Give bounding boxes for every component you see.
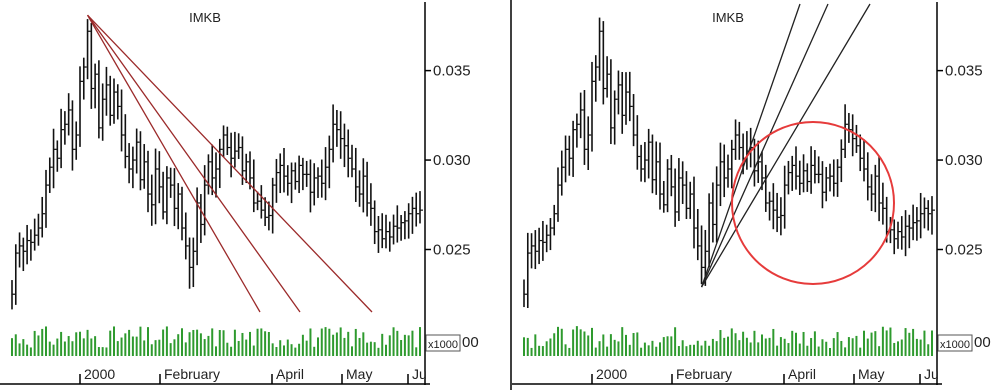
fan-trendline (700, 3, 801, 288)
y-tick-label: 0.030 (433, 152, 471, 169)
left-chart-panel: IMKB 0.035 0.030 0.025 2000 February April Ma… (0, 2, 479, 385)
x-tick-label: April (788, 366, 816, 382)
fan-trendline (86, 14, 261, 313)
chart-title-right: IMKB (712, 10, 744, 25)
y-tick-label: 0.030 (945, 152, 983, 169)
y-tick-label: 0.025 (433, 242, 471, 259)
volume-scale-box-left (425, 334, 461, 352)
highlight-circle (731, 121, 895, 285)
x-tick-label: May (858, 366, 884, 382)
volume-tick-right: 00 (974, 334, 991, 351)
fan-trendline (87, 14, 301, 313)
x-tick-label: 2000 (596, 366, 627, 382)
y-tick-label: 0.025 (945, 242, 983, 259)
x-tick-label: Ju (412, 366, 427, 382)
x-tick-label: 2000 (84, 366, 115, 382)
x-tick-label: April (276, 366, 304, 382)
fan-trendline (700, 3, 871, 288)
volume-scale-label-right: x1000 (940, 339, 970, 351)
x-tick-label: February (164, 366, 220, 382)
y-tick-label: 0.035 (945, 63, 983, 80)
x-tick-label: Ju (924, 366, 939, 382)
x-tick-label: May (346, 366, 372, 382)
y-tick-label: 0.035 (433, 63, 471, 80)
volume-scale-label-left: x1000 (428, 339, 458, 351)
x-tick-label: February (676, 366, 732, 382)
volume-tick-left: 00 (462, 334, 479, 351)
chart-title-left: IMKB (189, 10, 221, 25)
volume-scale-box-right (937, 334, 973, 352)
right-chart-panel: IMKB 0.035 0.030 0.025 2000 February April Ma… (512, 2, 991, 385)
fan-trendline (87, 14, 373, 313)
fan-trendline (700, 3, 829, 288)
